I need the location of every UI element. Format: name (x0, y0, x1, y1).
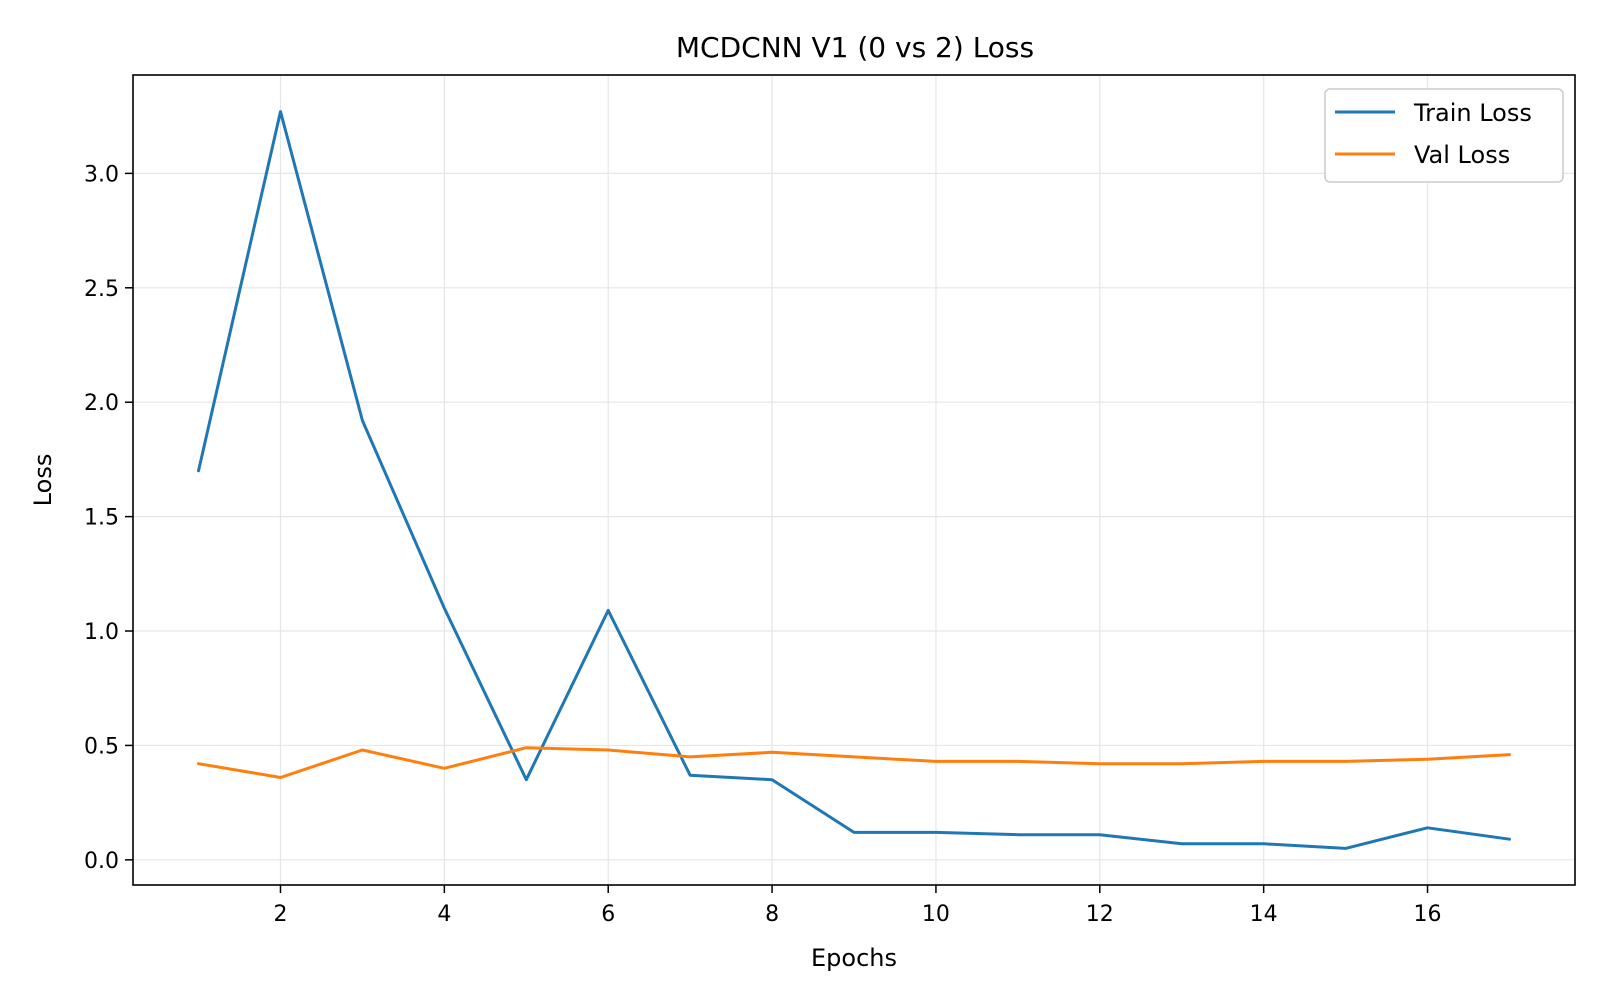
x-tick-label: 14 (1250, 902, 1278, 927)
series-line-train-loss (197, 110, 1511, 850)
series-lines (197, 110, 1511, 850)
x-tick-label: 16 (1414, 902, 1442, 927)
legend-label-val-loss: Val Loss (1414, 141, 1510, 169)
y-axis-label: Loss (29, 454, 57, 507)
legend-label-train-loss: Train Loss (1413, 99, 1532, 127)
x-tick-label: 2 (273, 902, 287, 927)
chart-title: MCDCNN V1 (0 vs 2) Loss (676, 31, 1034, 64)
x-axis-ticks: 2 4 6 8 10 12 14 16 (273, 885, 1442, 927)
x-tick-label: 4 (437, 902, 451, 927)
y-tick-label: 2.0 (84, 391, 119, 416)
legend: Train Loss Val Loss (1324, 88, 1564, 183)
plot-frame (132, 74, 1576, 886)
series-line-val-loss (197, 746, 1511, 779)
x-tick-label: 8 (765, 902, 779, 927)
y-tick-label: 0.5 (84, 734, 119, 759)
x-tick-label: 12 (1086, 902, 1114, 927)
y-tick-label: 2.5 (84, 277, 119, 302)
y-axis-ticks: 0.0 0.5 1.0 1.5 2.0 2.5 3.0 (84, 162, 133, 874)
y-tick-label: 0.0 (84, 849, 119, 874)
x-axis-label: Epochs (811, 944, 897, 972)
y-tick-label: 3.0 (84, 162, 119, 187)
x-tick-label: 10 (922, 902, 950, 927)
y-tick-label: 1.0 (84, 620, 119, 645)
x-tick-label: 6 (601, 902, 615, 927)
grid-lines (133, 75, 1575, 885)
y-tick-label: 1.5 (84, 506, 119, 531)
